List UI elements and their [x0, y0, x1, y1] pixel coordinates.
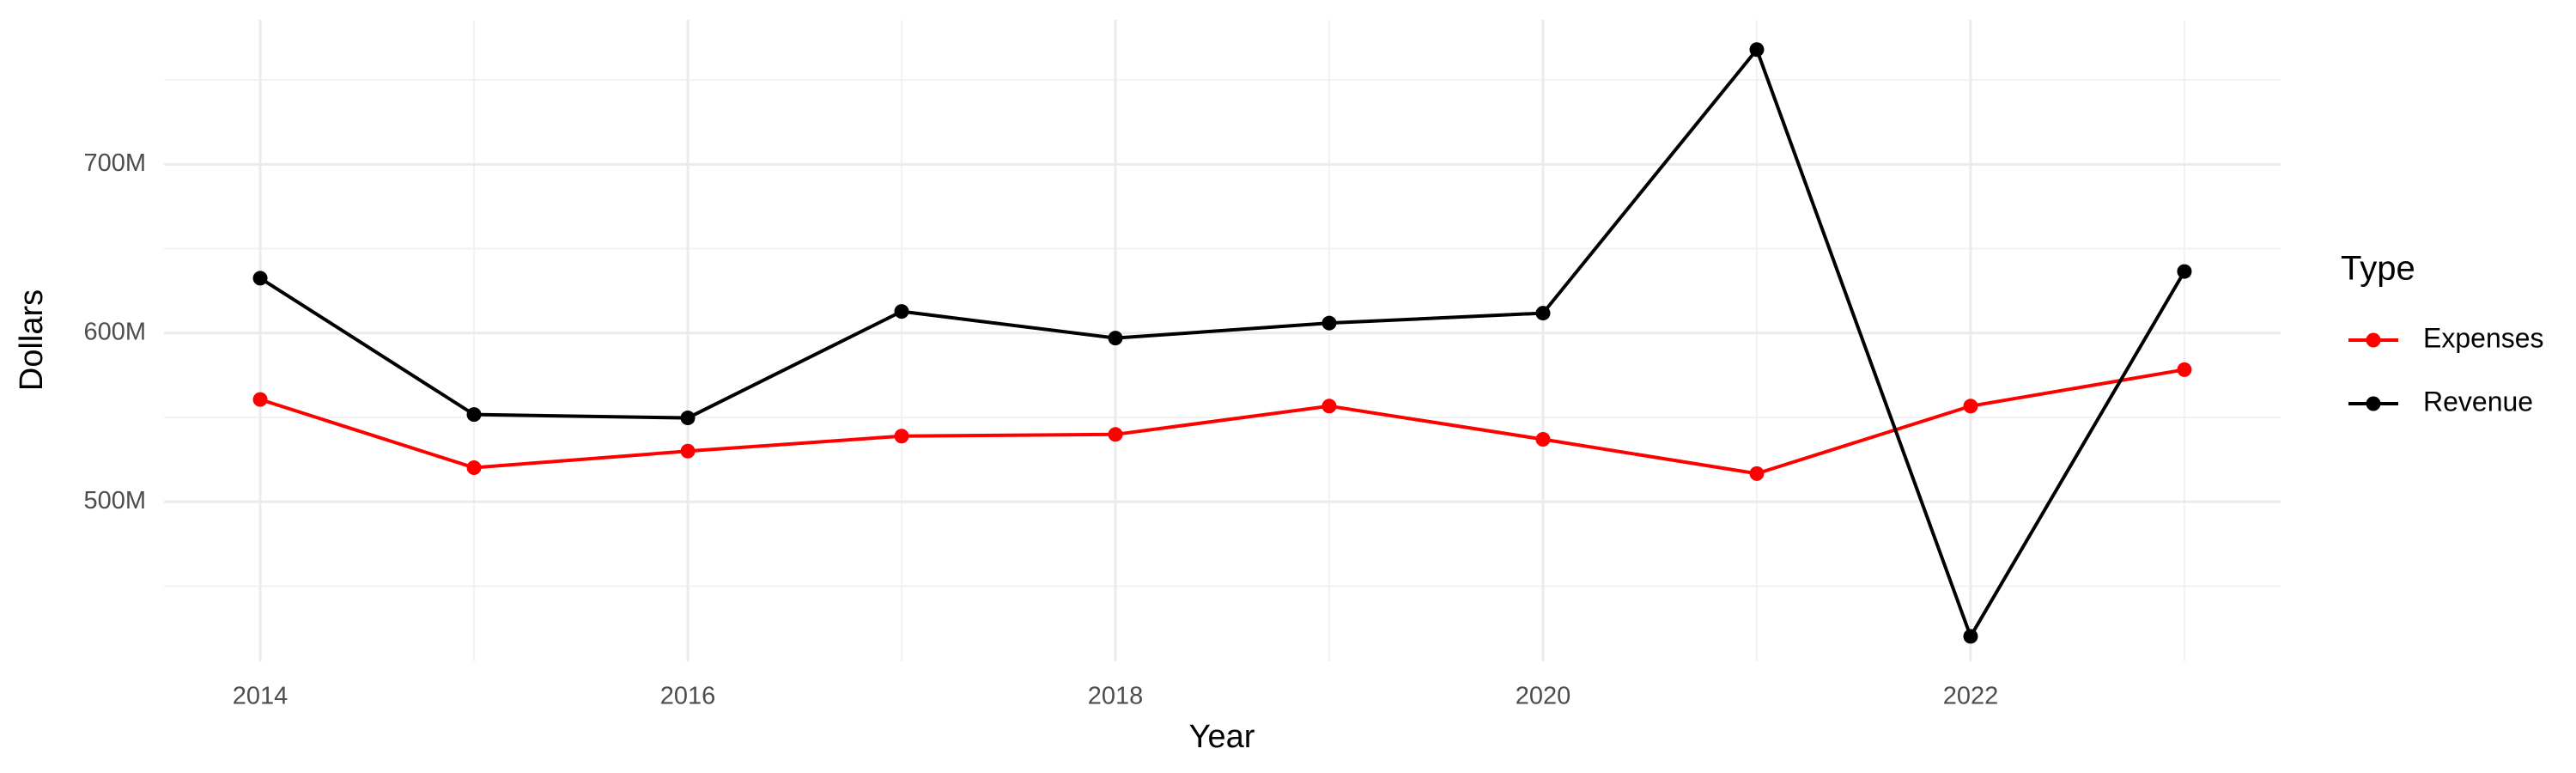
y-axis-title: Dollars	[14, 289, 50, 391]
x-tick-label: 2022	[1943, 683, 1999, 710]
data-point	[2177, 362, 2192, 377]
data-point	[2177, 264, 2192, 279]
data-point	[894, 429, 909, 444]
data-point	[680, 443, 696, 459]
data-point	[1963, 399, 1978, 414]
data-point	[1535, 432, 1551, 447]
y-tick-label: 500M	[83, 487, 146, 514]
x-axis-title: Year	[1189, 719, 1255, 755]
y-tick-label: 700M	[83, 149, 146, 177]
data-point	[252, 271, 268, 286]
data-point	[1963, 629, 1978, 644]
legend-title: Type	[2341, 250, 2415, 288]
legend-label: Expenses	[2423, 322, 2544, 353]
x-tick-label: 2014	[233, 683, 289, 710]
legend-label: Revenue	[2423, 386, 2533, 417]
y-tick-label: 600M	[83, 318, 146, 345]
data-point	[1749, 42, 1765, 58]
data-point	[252, 392, 268, 407]
data-point	[1535, 306, 1551, 321]
data-point	[680, 411, 696, 426]
data-point	[1108, 427, 1123, 442]
x-tick-label: 2018	[1088, 683, 1144, 710]
legend-swatch-point	[2366, 332, 2381, 348]
x-tick-label: 2020	[1516, 683, 1571, 710]
data-point	[1108, 331, 1123, 346]
data-point	[894, 304, 909, 320]
series-line	[258, 46, 2186, 641]
legend-swatch-point	[2366, 396, 2381, 411]
data-point	[1321, 315, 1337, 331]
data-point	[1749, 466, 1765, 481]
series-line	[259, 368, 2185, 476]
data-point	[466, 407, 482, 423]
data-point	[466, 460, 482, 476]
x-tick-label: 2016	[660, 683, 716, 710]
data-point	[1321, 399, 1337, 414]
